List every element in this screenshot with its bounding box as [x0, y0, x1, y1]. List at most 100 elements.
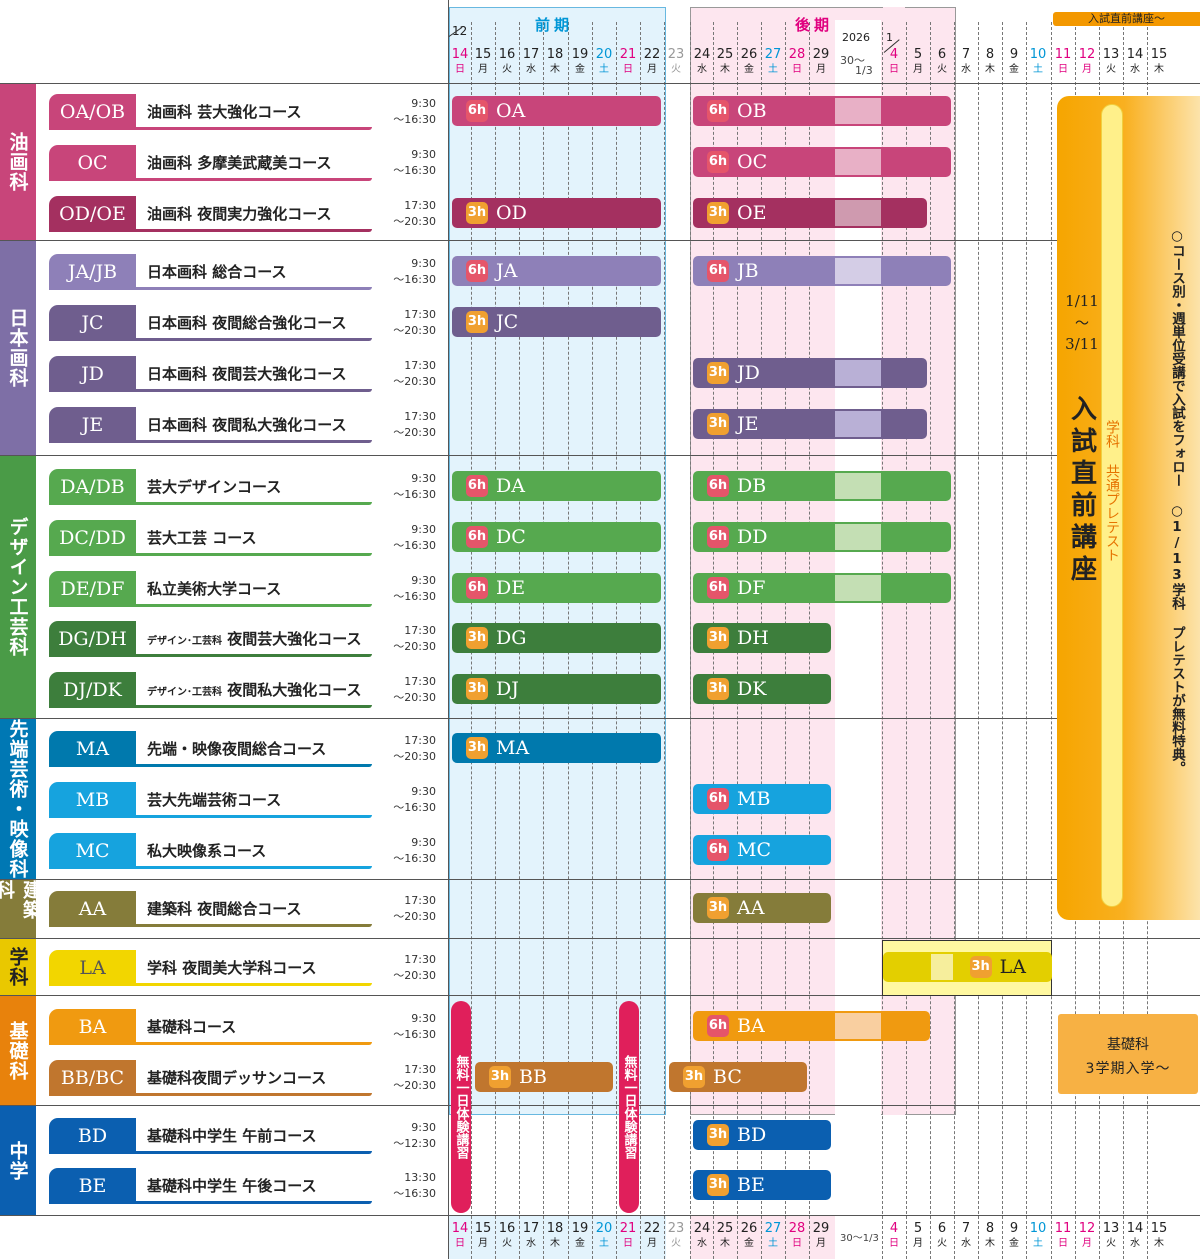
- course-bar-jb: 6h JB: [693, 256, 951, 286]
- basic-term3-box: [1058, 1014, 1198, 1094]
- bar-label: OA: [496, 100, 526, 122]
- bar-label: MA: [496, 737, 530, 759]
- course-name: 芸大デザインコース: [147, 478, 282, 496]
- exam-prep-date-start: 1/11: [1065, 292, 1099, 310]
- day-weekday: 日: [623, 1238, 633, 1249]
- newyear-break: [835, 200, 881, 226]
- day-weekday: 金: [575, 64, 585, 75]
- bar-label: JC: [496, 311, 519, 333]
- day-number: 9: [1009, 47, 1019, 62]
- course-code: MA: [49, 731, 136, 767]
- month-dec-label: 12: [452, 24, 468, 38]
- hours-badge: 3h: [466, 627, 488, 649]
- hours-badge: 3h: [707, 1174, 729, 1196]
- day-number: 29: [812, 1221, 830, 1236]
- day-weekday: 木: [985, 1238, 995, 1249]
- day-weekday: 土: [599, 64, 609, 75]
- exam-prep-tab: 入試直前講座～: [1053, 12, 1200, 26]
- course-code: DC/DD: [49, 520, 136, 556]
- group-divider: [0, 718, 1200, 719]
- day-number: 14: [1126, 1221, 1144, 1236]
- group-divider: [0, 240, 1200, 241]
- day-weekday: 金: [1009, 64, 1019, 75]
- day-weekday: 月: [478, 64, 488, 75]
- course-bar-oe: 3h OE: [693, 198, 927, 228]
- grid-left-edge: [448, 0, 449, 1259]
- bar-label: LA: [999, 956, 1026, 978]
- day-weekday: 日: [623, 64, 633, 75]
- day-number: 20: [595, 1221, 613, 1236]
- day-number: 24: [693, 1221, 711, 1236]
- day-number: 28: [788, 47, 806, 62]
- bar-label: OB: [737, 100, 767, 122]
- day-weekday: 月: [647, 64, 657, 75]
- course-bar-dj: 3h DJ: [452, 674, 661, 704]
- bar-label: MC: [737, 839, 771, 861]
- hours-badge: 6h: [707, 1015, 729, 1037]
- group-divider: [0, 1215, 1200, 1216]
- course-time: 17:30 ～20:30: [393, 308, 436, 337]
- hours-badge: 3h: [489, 1066, 511, 1088]
- hours-badge: 3h: [707, 897, 729, 919]
- day-number: 7: [961, 47, 971, 62]
- day-weekday: 火: [502, 64, 512, 75]
- course-underline: [49, 553, 372, 556]
- course-bar-dd: 6h DD: [693, 522, 951, 552]
- course-bar-ja: 6h JA: [452, 256, 661, 286]
- day-number: 18: [546, 47, 564, 62]
- period2-footer-bg: [690, 1215, 835, 1259]
- course-code: MC: [49, 833, 136, 869]
- course-underline: [49, 815, 372, 818]
- day-weekday: 水: [526, 1238, 536, 1249]
- bar-label: BE: [737, 1174, 765, 1196]
- bar-label: BA: [737, 1015, 765, 1037]
- hours-badge: 6h: [707, 260, 729, 282]
- course-code: BE: [49, 1168, 136, 1204]
- day-divider: [690, 22, 691, 1259]
- day-weekday: 火: [502, 1238, 512, 1249]
- day-weekday: 月: [816, 1238, 826, 1249]
- day-divider: [954, 22, 955, 1259]
- course-time: 13:30 ～16:30: [393, 1171, 436, 1200]
- day-number: 27: [764, 1221, 782, 1236]
- course-bar-be: 3h BE: [693, 1170, 831, 1200]
- course-name: デザイン･工芸科 夜間私大強化コース: [147, 681, 362, 699]
- day-weekday: 水: [961, 1238, 971, 1249]
- day-number: 14: [451, 1221, 469, 1236]
- course-bar-la: 3h LA: [883, 952, 1052, 982]
- group-divider: [0, 83, 1200, 84]
- day-weekday: 金: [1009, 1238, 1019, 1249]
- hours-badge: 3h: [707, 202, 729, 224]
- day-number: 8: [985, 1221, 995, 1236]
- course-time: 9:30 ～16:30: [393, 472, 436, 501]
- bar-label: DD: [737, 526, 768, 548]
- day-number: 4: [889, 47, 899, 62]
- course-bar-dg: 3h DG: [452, 623, 661, 653]
- day-number: 26: [740, 47, 758, 62]
- newyear-bottom: 1/3: [855, 64, 873, 77]
- day-weekday: 土: [1033, 64, 1043, 75]
- day-number: 26: [740, 1221, 758, 1236]
- newyear-break: [835, 98, 881, 124]
- course-name: 基礎科中学生 午前コース: [147, 1127, 317, 1145]
- hours-badge: 3h: [466, 202, 488, 224]
- course-code: JD: [49, 356, 136, 392]
- course-code: JE: [49, 407, 136, 443]
- hours-badge: 6h: [466, 526, 488, 548]
- period1-background: [449, 7, 666, 1115]
- course-name: 建築科 夜間総合コース: [147, 900, 302, 918]
- course-bar-dk: 3h DK: [693, 674, 831, 704]
- group-divider: [0, 879, 1200, 880]
- course-code: OA/OB: [49, 94, 136, 130]
- course-name: 先端・映像夜間総合コース: [147, 740, 327, 758]
- day-number: 11: [1054, 47, 1072, 62]
- day-number: 19: [571, 47, 589, 62]
- day-number: 25: [716, 47, 734, 62]
- day-divider: [664, 22, 665, 1259]
- course-time: 9:30 ～16:30: [393, 1012, 436, 1041]
- day-weekday: 水: [1130, 64, 1140, 75]
- course-name: 学科 夜間美大学科コース: [147, 959, 317, 977]
- course-underline: [49, 338, 372, 341]
- day-weekday: 日: [889, 1238, 899, 1249]
- course-name: 日本画科 総合コース: [147, 263, 287, 281]
